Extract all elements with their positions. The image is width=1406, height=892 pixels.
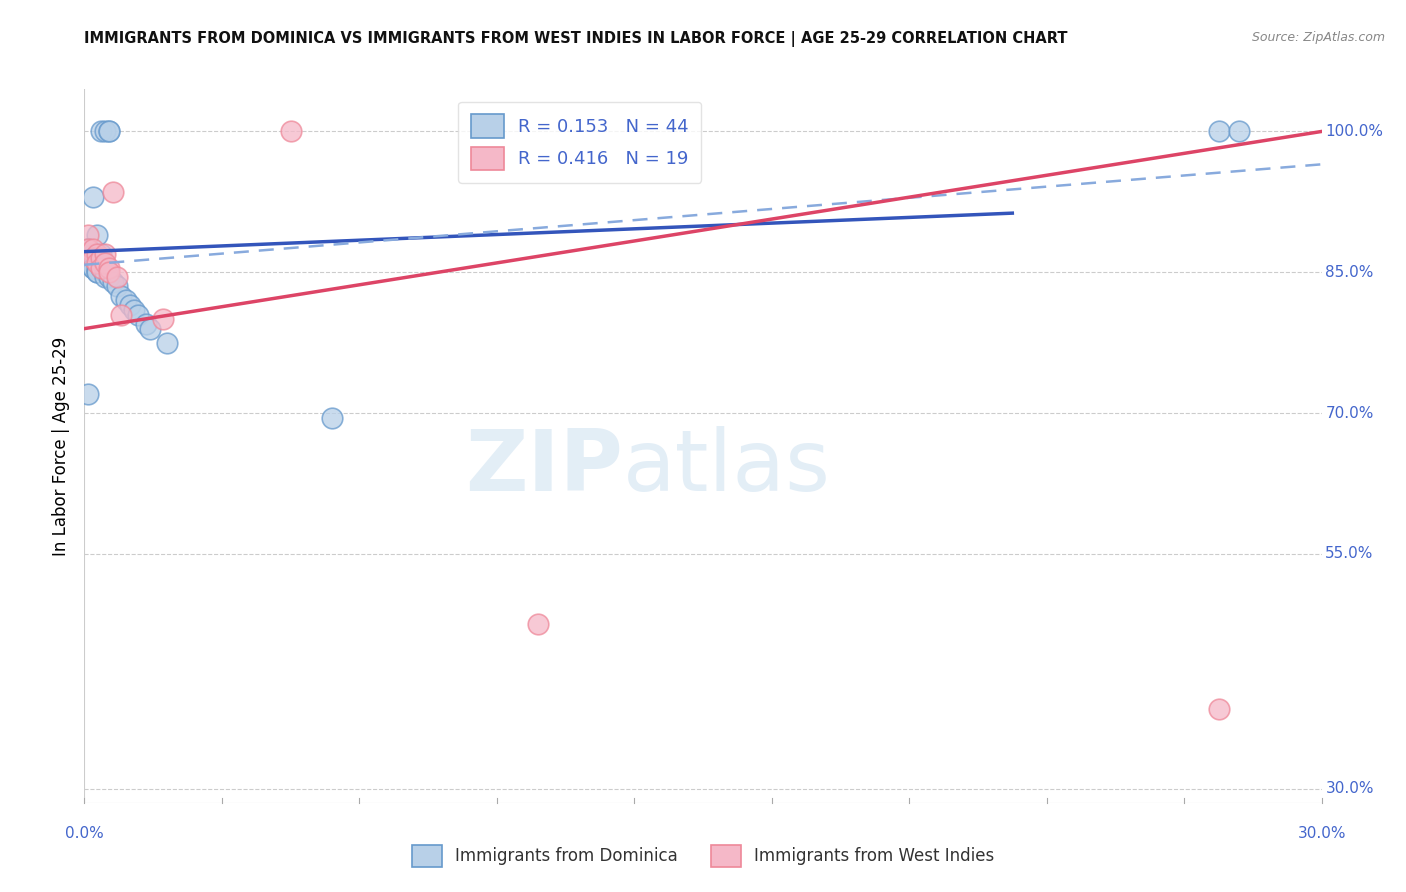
Point	[86, 251, 108, 265]
Legend: Immigrants from Dominica, Immigrants from West Indies: Immigrants from Dominica, Immigrants fro…	[402, 835, 1004, 877]
Point	[103, 186, 125, 200]
Text: 100.0%: 100.0%	[1326, 124, 1384, 139]
Point	[105, 279, 128, 293]
Point	[105, 270, 128, 285]
Point	[122, 302, 145, 317]
Point	[98, 265, 121, 279]
Text: 30.0%: 30.0%	[1298, 826, 1346, 841]
Point	[1227, 124, 1250, 138]
Text: atlas: atlas	[623, 425, 831, 509]
Point	[77, 246, 100, 260]
Point	[86, 227, 108, 242]
Point	[90, 124, 112, 138]
Point	[82, 256, 104, 270]
Text: 0.0%: 0.0%	[65, 826, 104, 841]
Point	[77, 387, 100, 401]
Point	[77, 242, 100, 256]
Point	[98, 270, 121, 285]
Point	[82, 260, 104, 275]
Y-axis label: In Labor Force | Age 25-29: In Labor Force | Age 25-29	[52, 336, 70, 556]
Point	[86, 256, 108, 270]
Point	[82, 251, 104, 265]
Point	[118, 298, 141, 312]
Point	[77, 251, 100, 265]
Text: 70.0%: 70.0%	[1326, 406, 1374, 421]
Point	[156, 335, 179, 350]
Point	[82, 251, 104, 265]
Point	[90, 260, 112, 275]
Point	[94, 246, 117, 260]
Text: Source: ZipAtlas.com: Source: ZipAtlas.com	[1251, 31, 1385, 45]
Point	[86, 246, 108, 260]
Point	[94, 265, 117, 279]
Point	[98, 260, 121, 275]
Point	[77, 227, 100, 242]
Point	[77, 242, 100, 256]
Point	[1208, 702, 1230, 716]
Point	[90, 251, 112, 265]
Point	[90, 260, 112, 275]
Point	[94, 270, 117, 285]
Point	[86, 256, 108, 270]
Point	[321, 410, 343, 425]
Point	[90, 256, 112, 270]
Point	[152, 312, 174, 326]
Point	[82, 256, 104, 270]
Point	[1208, 124, 1230, 138]
Point	[94, 256, 117, 270]
Point	[82, 242, 104, 256]
Point	[94, 260, 117, 275]
Point	[82, 260, 104, 275]
Text: IMMIGRANTS FROM DOMINICA VS IMMIGRANTS FROM WEST INDIES IN LABOR FORCE | AGE 25-: IMMIGRANTS FROM DOMINICA VS IMMIGRANTS F…	[84, 31, 1069, 47]
Point	[94, 124, 117, 138]
Point	[86, 260, 108, 275]
Point	[77, 242, 100, 256]
Text: 30.0%: 30.0%	[1326, 781, 1374, 797]
Point	[90, 246, 112, 260]
Point	[527, 617, 550, 632]
Point	[135, 317, 157, 331]
Point	[86, 265, 108, 279]
Point	[82, 246, 104, 260]
Point	[98, 124, 121, 138]
Point	[114, 293, 136, 308]
Point	[98, 124, 121, 138]
Point	[82, 190, 104, 204]
Text: 85.0%: 85.0%	[1326, 265, 1374, 280]
Point	[103, 275, 125, 289]
Point	[86, 265, 108, 279]
Point	[77, 242, 100, 256]
Point	[110, 308, 132, 322]
Text: ZIP: ZIP	[465, 425, 623, 509]
Text: 55.0%: 55.0%	[1326, 547, 1374, 561]
Point	[280, 124, 302, 138]
Point	[110, 289, 132, 303]
Point	[139, 321, 162, 335]
Point	[127, 308, 149, 322]
Point	[77, 246, 100, 260]
